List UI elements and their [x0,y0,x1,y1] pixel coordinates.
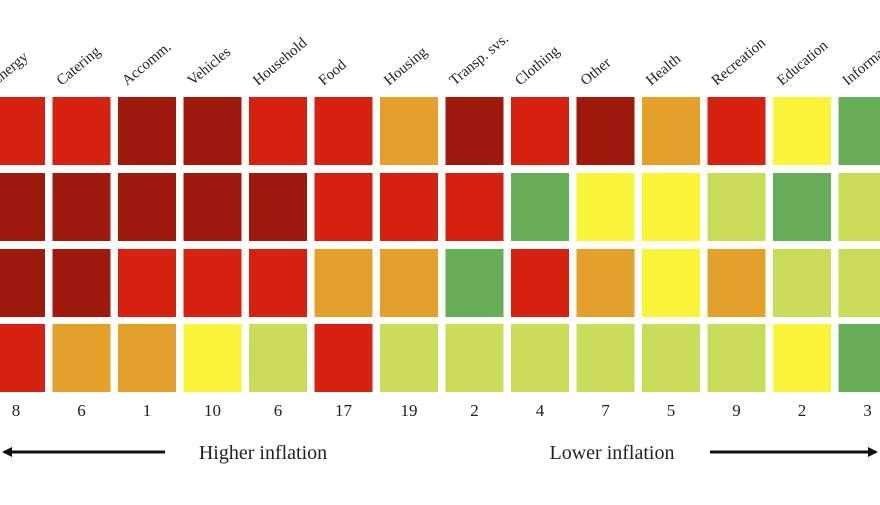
count-label: 2 [798,401,807,420]
column-label: Education [774,37,831,89]
count-label: 19 [401,401,418,420]
heat-cell [446,324,504,392]
heat-cell [511,249,569,317]
count-label: 6 [77,401,86,420]
heat-cell [577,173,635,241]
column-label: Accomm. [119,39,174,89]
heat-cell [249,249,307,317]
heat-cell [380,97,438,165]
heat-cell [577,324,635,392]
heat-cell [380,249,438,317]
heat-cell [839,97,880,165]
heat-cell [0,97,45,165]
heat-cell [642,173,700,241]
column-label: Energy [0,49,32,89]
count-label: 3 [863,401,872,420]
heat-cell [577,97,635,165]
heat-cell [184,173,242,241]
column-label: Other [578,55,614,89]
count-label: 9 [732,401,741,420]
heat-cell [708,249,766,317]
heat-cell [511,173,569,241]
heat-cell [773,249,831,317]
heat-cell [642,249,700,317]
heat-cell [511,97,569,165]
left-annotation: Higher inflation [199,442,327,464]
count-label: 7 [601,401,610,420]
heat-cell [315,97,373,165]
column-label: Clothing [512,43,563,89]
heat-cell [249,97,307,165]
count-label: 8 [12,401,21,420]
heat-cell [839,324,880,392]
heat-cell [642,97,700,165]
heat-cell [184,324,242,392]
heat-cell [446,249,504,317]
heat-cell [0,173,45,241]
column-label: Information [840,30,880,89]
heat-cell [708,97,766,165]
count-label: 4 [536,401,545,420]
right-annotation: Lower inflation [550,442,675,464]
heat-cell [184,249,242,317]
heat-cell [0,324,45,392]
heat-cell [118,97,176,165]
heat-cell [118,249,176,317]
heat-cell [446,97,504,165]
count-label: 10 [204,401,221,420]
heat-cell [839,173,880,241]
heat-cell [773,324,831,392]
heat-cell [249,173,307,241]
heat-cell [118,173,176,241]
heat-cell [53,173,111,241]
heat-cell [708,324,766,392]
count-label: 5 [667,401,676,420]
heat-cell [0,249,45,317]
count-label: 2 [470,401,479,420]
heat-cell [773,97,831,165]
heat-cell [184,97,242,165]
count-label: 6 [274,401,283,420]
heat-cell [642,324,700,392]
heat-cell [446,173,504,241]
heat-cell [315,324,373,392]
heat-cell [773,173,831,241]
heat-cell [511,324,569,392]
column-label: Food [316,57,350,89]
column-label: Catering [54,43,104,89]
column-label: Housing [381,44,431,89]
heat-cell [577,249,635,317]
heat-cell [708,173,766,241]
column-label: Vehicles [185,44,234,89]
heat-cell [53,249,111,317]
column-label: Recreation [709,35,769,89]
column-label: Transp. svs. [447,31,512,89]
heat-cell [53,97,111,165]
count-label: 17 [335,401,353,420]
heat-cell [315,249,373,317]
heat-cell [53,324,111,392]
heat-cell [380,173,438,241]
heat-cell [249,324,307,392]
count-label: 1 [143,401,152,420]
heat-cell [839,249,880,317]
heat-cell [315,173,373,241]
heat-cell [118,324,176,392]
column-label: Health [643,51,684,89]
column-label: Household [250,35,310,89]
heat-cell [380,324,438,392]
